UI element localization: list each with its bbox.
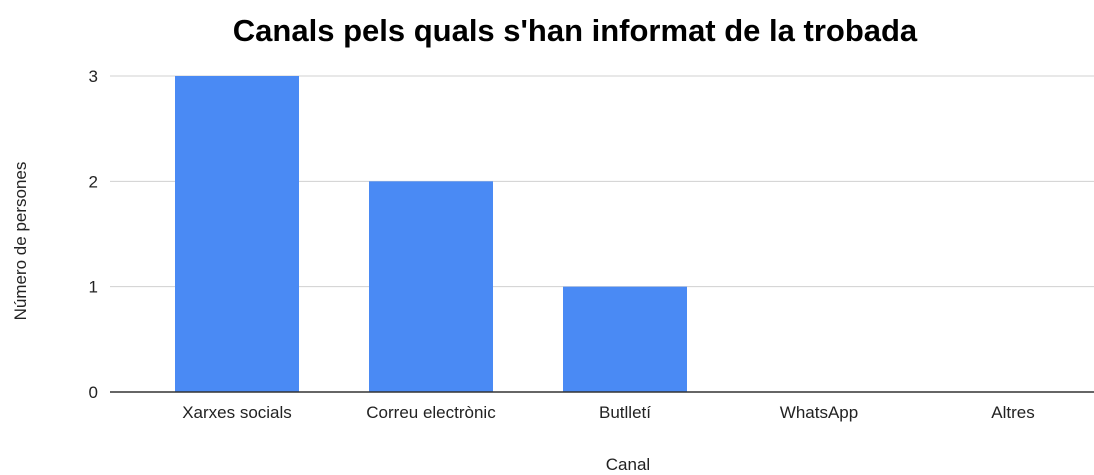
x-tick-label: Correu electrònic bbox=[366, 403, 496, 422]
x-tick-label: Butlletí bbox=[599, 403, 651, 422]
y-tick-label: 0 bbox=[89, 383, 98, 402]
y-axis-label: Número de persones bbox=[11, 162, 30, 321]
y-tick-label: 2 bbox=[89, 172, 98, 191]
x-tick-label: WhatsApp bbox=[780, 403, 858, 422]
x-tick-label: Altres bbox=[991, 403, 1034, 422]
bars bbox=[175, 76, 687, 392]
bar bbox=[175, 76, 299, 392]
y-axis-ticks: 0 1 2 3 bbox=[89, 67, 98, 402]
y-tick-label: 1 bbox=[89, 278, 98, 297]
y-tick-label: 3 bbox=[89, 67, 98, 86]
bar bbox=[563, 286, 687, 392]
x-tick-label: Xarxes socials bbox=[182, 403, 292, 422]
x-axis-ticks: Xarxes socials Correu electrònic Butlletí W… bbox=[182, 403, 1035, 422]
bar bbox=[369, 181, 493, 392]
chart-title: Canals pels quals s'han informat de la t… bbox=[233, 13, 918, 48]
x-axis-label: Canal bbox=[606, 455, 650, 474]
